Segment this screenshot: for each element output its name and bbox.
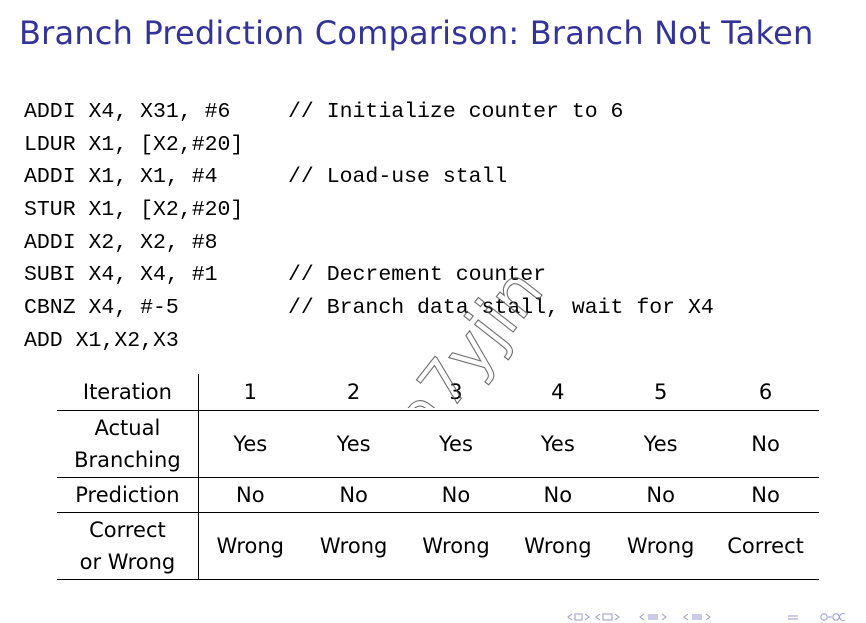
table-cell: No xyxy=(198,477,302,513)
table-cell: Yes xyxy=(198,410,302,478)
row-header-line: Prediction xyxy=(75,483,180,507)
nav-frame-next-icon[interactable] xyxy=(595,613,620,621)
code-comment: // Initialize counter to 6 xyxy=(288,100,624,124)
table-cell: Yes xyxy=(405,410,507,478)
code-line: ADD X1,X2,X3 xyxy=(24,325,179,358)
code-comment: // Branch data stall, wait for X4 xyxy=(288,296,714,321)
nav-section-icon[interactable] xyxy=(683,613,711,621)
beamer-navigation-bar xyxy=(567,613,846,621)
table-row-actual-branching: Actual Branching Yes Yes Yes Yes Yes No xyxy=(57,410,819,478)
table-cell: No xyxy=(712,410,819,478)
table-cell: Yes xyxy=(506,410,610,478)
row-header: Iteration xyxy=(57,374,199,411)
table-cell: Wrong xyxy=(301,512,406,580)
table-cell: 6 xyxy=(712,374,819,411)
row-header-line: or Wrong xyxy=(79,550,176,574)
code-line: LDUR X1, [X2,#20] xyxy=(24,129,243,162)
nav-subsection-icon[interactable] xyxy=(639,613,667,621)
code-instruction: ADD X1,X2,X3 xyxy=(24,328,179,353)
nav-search-icon[interactable] xyxy=(820,613,846,621)
prediction-table: Iteration 1 2 3 4 5 6 Actual Branching Y… xyxy=(57,374,819,580)
table-cell: 2 xyxy=(301,374,406,411)
table-cell: 3 xyxy=(405,374,507,411)
row-header: Correct or Wrong xyxy=(57,512,199,580)
row-header-line: Correct xyxy=(89,518,166,542)
code-instruction: ADDI X1, X1, #4 xyxy=(24,165,218,190)
table-cell: Yes xyxy=(609,410,713,478)
code-line: CBNZ X4, #-5 // Branch data stall, wait … xyxy=(24,292,714,325)
table-cell: Wrong xyxy=(405,512,507,580)
table-cell: 4 xyxy=(506,374,610,411)
nav-align-icon[interactable] xyxy=(788,615,798,620)
code-instruction: LDUR X1, [X2,#20] xyxy=(24,132,244,157)
table-cell: No xyxy=(506,477,610,513)
row-header-line: Branching xyxy=(74,448,181,472)
code-line: STUR X1, [X2,#20] xyxy=(24,194,243,227)
table-row-prediction: Prediction No No No No No No xyxy=(57,477,819,513)
code-instruction: CBNZ X4, #-5 xyxy=(24,296,179,321)
table-cell: Wrong xyxy=(609,512,713,580)
code-comment: // Decrement counter xyxy=(288,263,547,288)
table-cell: No xyxy=(609,477,713,513)
slide-title: Branch Prediction Comparison: Branch Not… xyxy=(19,14,814,52)
row-header: Prediction xyxy=(57,477,199,513)
table-cell: Wrong xyxy=(198,512,302,580)
code-line: ADDI X2, X2, #8 xyxy=(24,227,218,260)
table-cell: No xyxy=(712,477,819,513)
table-row-correct-or-wrong: Correct or Wrong Wrong Wrong Wrong Wrong… xyxy=(57,512,819,580)
code-line: SUBI X4, X4, #1 // Decrement counter xyxy=(24,259,546,292)
code-line: ADDI X1, X1, #4 // Load-use stall xyxy=(24,161,507,194)
table-cell: 1 xyxy=(198,374,302,411)
table-cell: 5 xyxy=(609,374,713,411)
table-cell: Yes xyxy=(301,410,406,478)
table-cell: No xyxy=(301,477,406,513)
table-row-iteration: Iteration 1 2 3 4 5 6 xyxy=(57,374,819,411)
code-instruction: ADDI X4, X31, #6 xyxy=(24,100,231,124)
nav-frame-prev-icon[interactable] xyxy=(567,613,590,621)
code-instruction: ADDI X2, X2, #8 xyxy=(24,230,218,255)
table-cell: Correct xyxy=(712,512,819,580)
row-header-line: Actual xyxy=(94,416,161,440)
row-header: Actual Branching xyxy=(57,410,199,478)
code-block: ADDI X4, X31, #6 // Initialize counter t… xyxy=(24,96,714,358)
code-comment: // Load-use stall xyxy=(288,165,508,190)
code-instruction: STUR X1, [X2,#20] xyxy=(24,198,244,223)
table-cell: Wrong xyxy=(506,512,610,580)
row-header-line: Iteration xyxy=(82,380,172,404)
table-cell: No xyxy=(405,477,507,513)
code-line: ADDI X4, X31, #6 // Initialize counter t… xyxy=(24,96,623,129)
code-instruction: SUBI X4, X4, #1 xyxy=(24,263,218,288)
